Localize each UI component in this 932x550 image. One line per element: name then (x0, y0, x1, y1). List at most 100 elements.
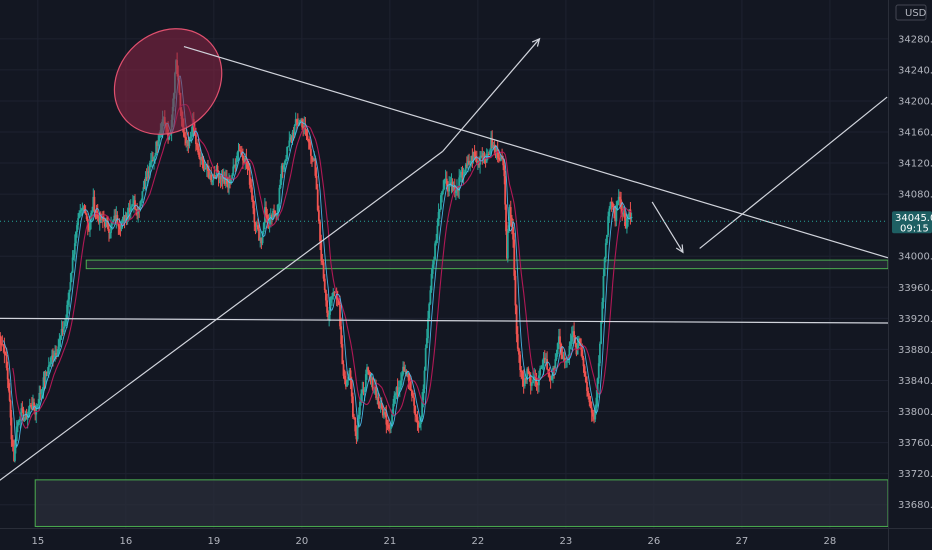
candle-body (130, 206, 133, 208)
support-zone-lower[interactable] (34, 479, 889, 527)
candle-body (541, 365, 544, 368)
candle-body (261, 232, 264, 244)
candle-body (128, 208, 131, 212)
candle-body (144, 177, 147, 189)
candle-body (584, 376, 587, 382)
candle-body (211, 180, 214, 183)
candle-body (568, 346, 571, 357)
candle-body (594, 408, 597, 420)
candle-body (468, 161, 470, 164)
candle-body (496, 148, 499, 158)
candle-body (603, 258, 606, 276)
candle-body (69, 282, 72, 290)
candle-body (73, 243, 76, 255)
price-tick-label: 33680.0 (898, 500, 932, 511)
candle-body (39, 393, 42, 395)
candle-body (58, 339, 61, 347)
time-tick-label: 28 (824, 536, 837, 547)
candle-body (374, 386, 376, 389)
candle-body (252, 199, 255, 209)
candle-body (5, 354, 8, 368)
candle-body (10, 417, 13, 440)
candle-body (371, 377, 374, 390)
candle-body (478, 161, 480, 165)
candle-body (78, 212, 81, 219)
candle-body (356, 426, 359, 440)
ascending-trendline[interactable] (0, 150, 444, 481)
candle-body (465, 164, 468, 166)
candle-body (218, 175, 221, 179)
candle-body (518, 348, 520, 355)
candle-body (380, 402, 383, 409)
candle-body (118, 226, 121, 228)
candle-body (559, 336, 561, 344)
candle-body (120, 224, 123, 230)
candle-body (322, 262, 325, 279)
candle-body (279, 179, 282, 188)
candle-body (71, 257, 74, 273)
candle-body (62, 326, 65, 332)
candle-body (229, 179, 231, 184)
candle-body (317, 210, 320, 222)
candle-body (460, 171, 463, 176)
candle-body (7, 379, 10, 391)
candle-body (96, 212, 99, 219)
currency-box[interactable] (895, 4, 927, 21)
price-tick-label: 34000.0 (898, 252, 932, 263)
candle-body (85, 213, 88, 219)
candle-body (623, 213, 626, 219)
horizontal-line[interactable] (0, 317, 889, 324)
ascending-arrow[interactable] (442, 38, 540, 152)
candle-body (205, 165, 208, 170)
candle-body (543, 357, 546, 360)
candle-body (153, 156, 155, 161)
candle-body (548, 373, 551, 379)
candle-body (147, 171, 150, 173)
candle-body (54, 353, 56, 358)
candle-body (301, 119, 303, 128)
long-arrow[interactable] (699, 96, 888, 249)
candle-body (228, 179, 230, 188)
candle-body (19, 416, 22, 421)
candle-body (581, 349, 584, 358)
time-axis[interactable]: 15 16 19 20 21 22 23 26 27 28 (0, 528, 932, 548)
candle-body (347, 377, 350, 381)
candle-body (588, 396, 591, 403)
candle-body (564, 361, 567, 363)
candle-body (434, 243, 436, 260)
time-tick-label: 21 (384, 536, 397, 547)
descending-trendline[interactable] (183, 46, 889, 259)
candle-body (366, 367, 368, 375)
candle-body (326, 300, 328, 313)
highlight-ellipse[interactable] (93, 7, 243, 156)
candle-body (158, 135, 161, 142)
candle-body (260, 237, 263, 244)
candle-body (522, 378, 525, 387)
candle-body (530, 383, 533, 386)
support-zone-upper[interactable] (85, 259, 889, 270)
candle-body (126, 212, 129, 218)
candle-body (412, 395, 414, 398)
candle-body (234, 165, 237, 167)
currency-label[interactable]: USD (905, 8, 927, 19)
candle-body (557, 336, 560, 344)
candle-body (352, 396, 354, 417)
candle-body (549, 378, 552, 380)
candle-body (600, 322, 602, 344)
price-axis[interactable]: 34280.0 34240.0 34200.0 34160.0 34120.0 34080… (888, 0, 932, 550)
candle-body (428, 303, 431, 319)
candle-body (540, 367, 543, 369)
candle-body (596, 378, 599, 398)
candle-body (188, 138, 191, 147)
candle-body (595, 397, 598, 409)
candle-body (453, 185, 456, 192)
candle-body (277, 203, 280, 213)
candle-body (370, 377, 373, 380)
candle-body (309, 148, 312, 156)
time-tick-label: 16 (119, 536, 132, 547)
candle-body (139, 201, 142, 210)
candle-body (53, 357, 55, 360)
small-arrow[interactable] (651, 201, 684, 253)
candle-body (288, 140, 291, 147)
